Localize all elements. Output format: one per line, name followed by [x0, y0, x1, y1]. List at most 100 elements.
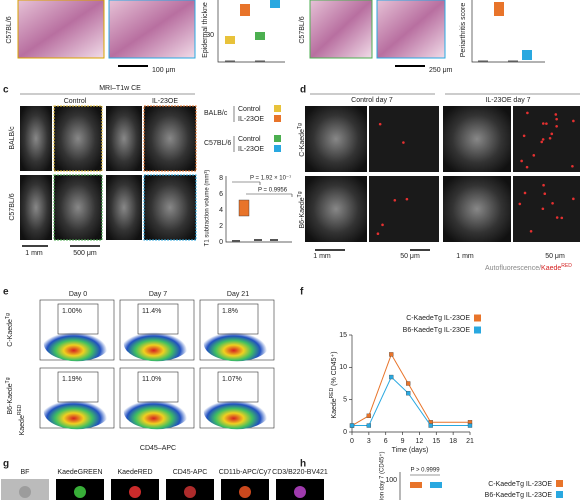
row-label-sup: Tg [297, 123, 303, 129]
fluorescence-image [443, 106, 511, 172]
x-tick-label: 6 [384, 438, 388, 445]
column-label: Day 0 [69, 291, 87, 298]
x-tick-label: 18 [449, 438, 457, 445]
box [494, 2, 504, 16]
cell [239, 486, 251, 498]
gate [217, 303, 259, 335]
panel-label: f [300, 287, 304, 298]
x-tick-label: 15 [432, 438, 440, 445]
column-label: CD3/B220-BV421 [272, 469, 328, 476]
mri-image [106, 175, 142, 240]
row-label: B6-KaedeTg [5, 377, 14, 414]
row-label-sup: Tg [5, 313, 11, 319]
gate-percent: 11.4% [142, 308, 161, 315]
cell [19, 486, 31, 498]
row-label: B6-KaedeTg [297, 191, 306, 228]
box [238, 199, 250, 217]
panel-g: g BF KaedeGREEN KaedeRED CD45-APC CD11b-APC/… [1, 459, 328, 500]
column-label: BF [21, 469, 30, 476]
mri-image [143, 174, 197, 241]
cell-dot [555, 124, 558, 128]
cell-dot [518, 202, 522, 206]
panel-label: g [3, 459, 9, 470]
axis-label-rest: (% CD45⁺) [331, 351, 338, 387]
cell-dot [551, 202, 554, 205]
x-tick-label: 9 [401, 438, 405, 445]
axis-label-sup: RED [17, 404, 23, 415]
box [240, 4, 250, 16]
cell [129, 486, 141, 498]
data-point [467, 423, 473, 428]
flow-density [123, 325, 191, 362]
row-label: C57BL/6 [9, 193, 16, 220]
cell-dot [526, 111, 529, 115]
row-label: C57BL/6 [299, 16, 306, 43]
axis-label-text: Kaede [19, 415, 26, 435]
histology-image [108, 0, 196, 59]
x-tick-label: 21 [466, 438, 474, 445]
cell-dot [541, 138, 545, 141]
panel-label: d [300, 85, 306, 96]
scale-label: 1 mm [25, 250, 43, 257]
flow-density [203, 393, 271, 430]
tick-label: 2 [219, 223, 223, 230]
scale-label: 50 μm [545, 253, 565, 260]
cell-dot [560, 216, 564, 220]
row-label: C-KaedeTg [5, 313, 14, 347]
column-label: CD45-APC [173, 469, 208, 476]
mri-image [143, 105, 197, 172]
axis-label: CD45–APC [140, 445, 176, 452]
data-point [349, 423, 355, 428]
cell-dot [572, 197, 575, 201]
cell-dot [525, 165, 529, 169]
axis [225, 176, 292, 243]
panel-d: d Control day 7 IL-23OE day 7 C-KaedeTg … [297, 85, 580, 272]
panel-h: h P > 0.9999 ion day 7 (CD45⁺) 100 C-Kae… [300, 451, 563, 500]
row-label-text: B6-Kaede [7, 383, 14, 414]
cell-dot [554, 113, 558, 116]
cell-dot [529, 229, 533, 233]
p-value: P = 1.92 × 10⁻⁷ [250, 175, 291, 182]
cell-dot [572, 119, 575, 123]
panel-title: MRI–T1w CE [99, 85, 141, 92]
y-tick-label: 0 [343, 429, 347, 436]
cell-dot [381, 223, 384, 227]
axis-label: KaedeRED [17, 404, 26, 435]
box [255, 32, 265, 40]
panel-label: c [3, 85, 9, 96]
fluorescence-image [513, 106, 580, 172]
panel-c: c MRI–T1w CE Control IL-23OE BALB/c C57B… [3, 85, 293, 257]
cell-dot [545, 122, 548, 125]
cell-dot [548, 136, 552, 140]
legend-item: Control [238, 106, 261, 113]
column-label: Day 7 [149, 291, 167, 298]
fluorescence-image [305, 106, 367, 172]
histology-image [376, 0, 446, 59]
cell [74, 486, 86, 498]
tick-label: 30 [206, 32, 214, 39]
scale-label: 50 μm [400, 253, 420, 260]
x-tick-label: 12 [416, 438, 424, 445]
tick-label: 4 [219, 207, 223, 214]
scale-label: 100 μm [152, 67, 176, 74]
fluorescence-image [369, 106, 439, 172]
row-label-sup: Tg [297, 191, 303, 197]
series-line [352, 376, 470, 427]
fluorescence-image [513, 176, 580, 242]
baseline [232, 239, 278, 242]
row-label-text: C-Kaede [299, 129, 306, 157]
data-point [406, 381, 411, 386]
legend-item: C-KaedeTg IL-23OE [488, 481, 552, 488]
column-label: KaedeGREEN [57, 469, 102, 476]
fluorescence-image [369, 176, 439, 242]
caption-red: Kaede [541, 265, 561, 272]
legend-label: C-KaedeTg IL-23OE [406, 315, 470, 322]
legend-item: IL-23OE [238, 146, 264, 153]
cell-dot [523, 191, 527, 195]
legend-swatch [274, 115, 281, 122]
legend-swatch [274, 135, 281, 142]
series-line [351, 353, 470, 426]
data-point [389, 352, 394, 357]
flow-density [43, 393, 111, 430]
data-point [366, 413, 372, 418]
